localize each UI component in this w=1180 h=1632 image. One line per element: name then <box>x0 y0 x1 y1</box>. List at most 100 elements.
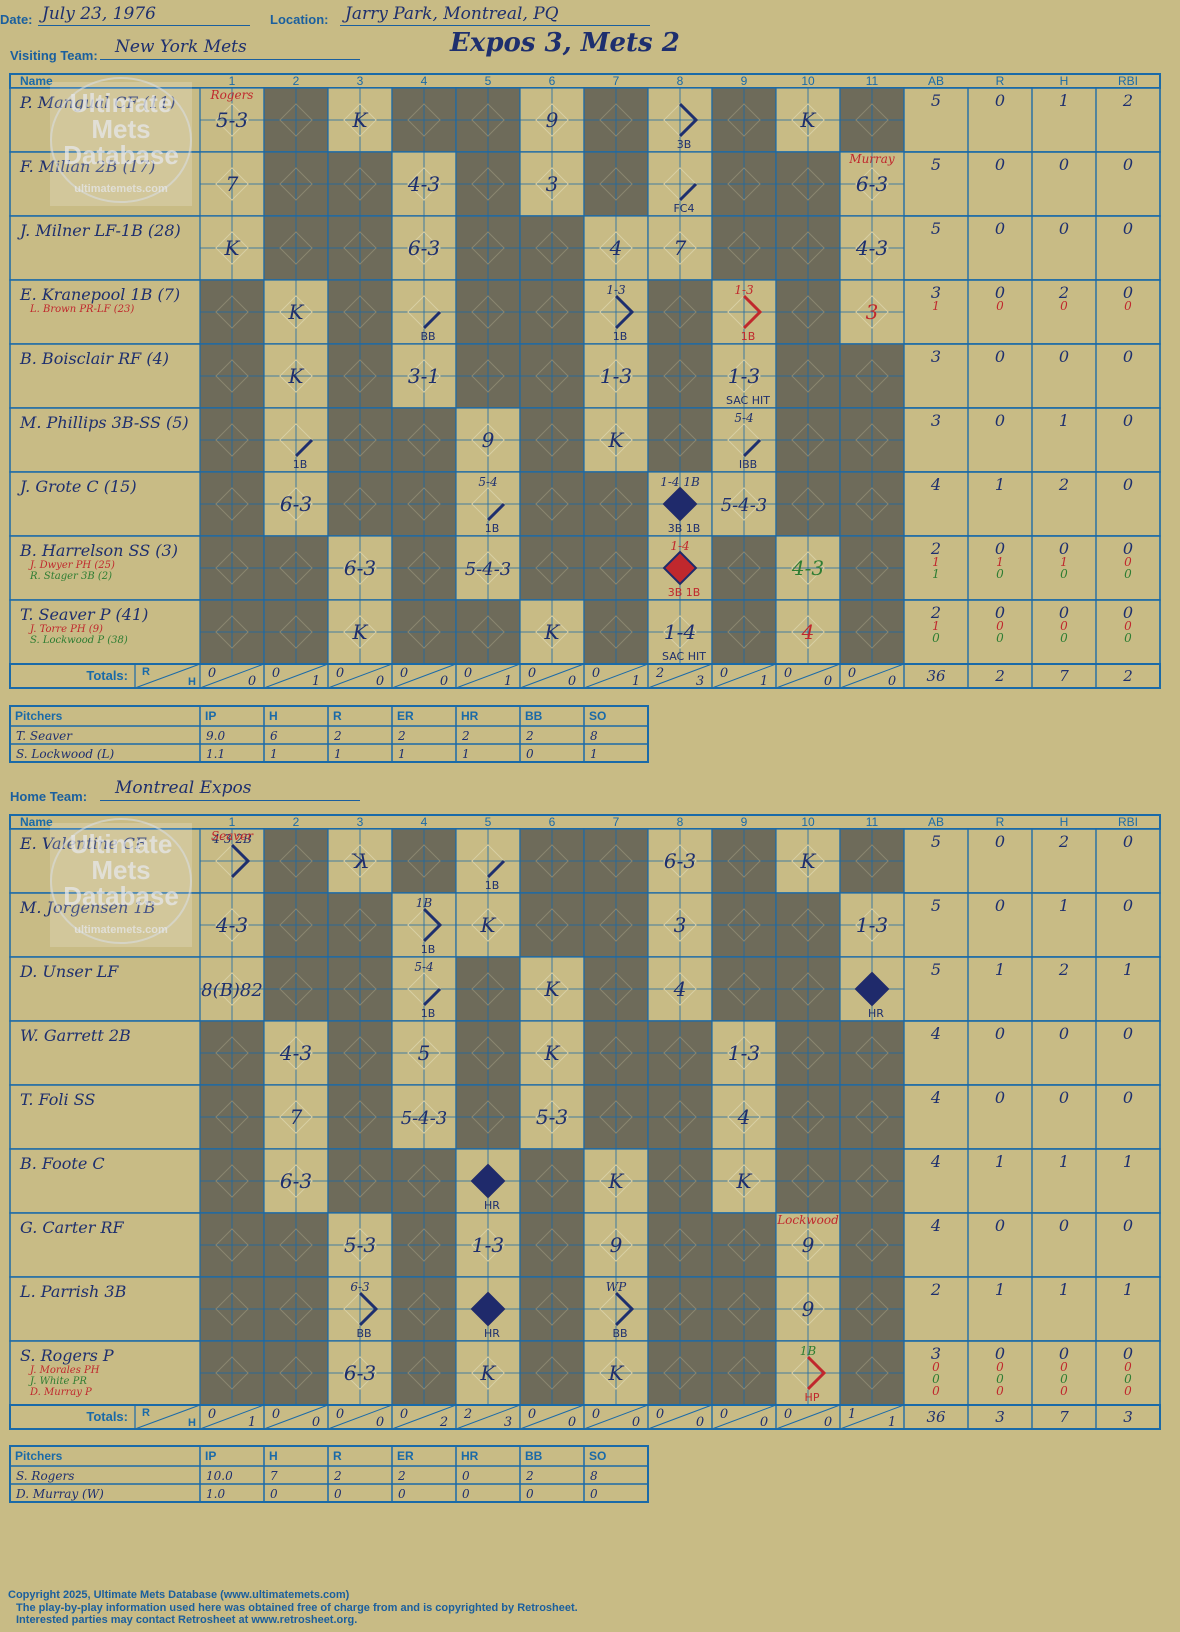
base-diamond <box>343 615 377 649</box>
base-diamond <box>599 908 633 942</box>
base-diamond <box>279 615 313 649</box>
base-diamond <box>727 844 761 878</box>
inning-total-slash <box>455 663 521 689</box>
base-diamond <box>535 231 569 265</box>
base-diamond <box>791 972 825 1006</box>
base-diamond <box>215 359 249 393</box>
base-diamond <box>535 295 569 329</box>
base-diamond <box>791 1228 825 1262</box>
date-underline <box>38 25 250 26</box>
watermark-circle <box>50 77 192 203</box>
inning-total-slash <box>519 1404 585 1430</box>
base-diamond <box>599 972 633 1006</box>
base-diamond <box>791 615 825 649</box>
base-diamond <box>343 423 377 457</box>
base-diamond <box>535 487 569 521</box>
base-diamond <box>215 487 249 521</box>
base-diamond <box>663 1356 697 1390</box>
base-diamond <box>215 1228 249 1262</box>
inning-total-slash <box>199 663 265 689</box>
run-scored-diamond <box>470 1291 506 1327</box>
base-diamond <box>663 1164 697 1198</box>
base-diamond <box>855 615 889 649</box>
base-diamond <box>215 1036 249 1070</box>
base-diamond <box>279 844 313 878</box>
base-diamond <box>855 551 889 585</box>
base-diamond <box>727 167 761 201</box>
base-diamond <box>215 1100 249 1134</box>
watermark-panel <box>50 823 192 947</box>
base-diamond <box>855 1036 889 1070</box>
basepath-to-first <box>422 310 442 330</box>
base-diamond <box>855 1356 889 1390</box>
basepath-to-first <box>486 859 506 879</box>
base-diamond <box>791 1036 825 1070</box>
base-diamond <box>791 551 825 585</box>
watermark-panel <box>50 82 192 206</box>
base-diamond <box>855 103 889 137</box>
basepath-to-second <box>614 294 635 330</box>
base-diamond <box>279 231 313 265</box>
run-scored-diamond <box>662 550 698 586</box>
base-diamond <box>343 1228 377 1262</box>
base-diamond <box>279 1356 313 1390</box>
inning-total-slash <box>711 1404 777 1430</box>
visiting-team-label: Visiting Team: <box>10 48 98 63</box>
base-diamond <box>215 295 249 329</box>
base-diamond <box>215 1356 249 1390</box>
base-diamond <box>599 1100 633 1134</box>
base-diamond <box>535 1228 569 1262</box>
base-diamond <box>535 615 569 649</box>
base-diamond <box>279 1228 313 1262</box>
base-diamond <box>535 908 569 942</box>
base-diamond <box>535 1356 569 1390</box>
base-diamond <box>855 1292 889 1326</box>
inning-total-slash <box>839 1404 905 1430</box>
footer-contact: Interested parties may contact Retroshee… <box>16 1614 358 1626</box>
base-diamond <box>727 615 761 649</box>
pitchers-table <box>9 705 649 763</box>
base-diamond <box>407 1100 441 1134</box>
location-label: Location: <box>270 12 329 27</box>
watermark-circle <box>50 818 192 944</box>
base-diamond <box>279 167 313 201</box>
base-diamond <box>407 167 441 201</box>
base-diamond <box>663 231 697 265</box>
base-diamond <box>407 551 441 585</box>
base-diamond <box>855 844 889 878</box>
base-diamond <box>663 295 697 329</box>
base-diamond <box>407 1164 441 1198</box>
inning-total-slash <box>327 1404 393 1430</box>
base-diamond <box>791 1164 825 1198</box>
base-diamond <box>471 103 505 137</box>
base-diamond <box>599 103 633 137</box>
base-diamond <box>279 1100 313 1134</box>
base-diamond <box>791 844 825 878</box>
basepath-to-first <box>486 502 506 522</box>
base-diamond <box>855 167 889 201</box>
basepath-to-second <box>614 1291 635 1327</box>
location-value: Jarry Park, Montreal, PQ <box>345 4 559 24</box>
run-scored-diamond <box>662 486 698 522</box>
base-diamond <box>855 231 889 265</box>
base-diamond <box>727 972 761 1006</box>
base-diamond <box>535 167 569 201</box>
base-diamond <box>599 359 633 393</box>
base-diamond <box>663 908 697 942</box>
base-diamond <box>791 908 825 942</box>
inning-total-slash <box>391 1404 457 1430</box>
base-diamond <box>471 1356 505 1390</box>
base-diamond <box>727 103 761 137</box>
base-diamond <box>343 103 377 137</box>
base-diamond <box>343 231 377 265</box>
basepath-to-second <box>358 1291 379 1327</box>
base-diamond <box>279 908 313 942</box>
base-diamond <box>215 423 249 457</box>
base-diamond <box>343 972 377 1006</box>
base-diamond <box>343 1036 377 1070</box>
basepath-to-first <box>294 438 314 458</box>
basepath-to-first <box>422 987 442 1007</box>
base-diamond <box>791 231 825 265</box>
base-diamond <box>855 295 889 329</box>
